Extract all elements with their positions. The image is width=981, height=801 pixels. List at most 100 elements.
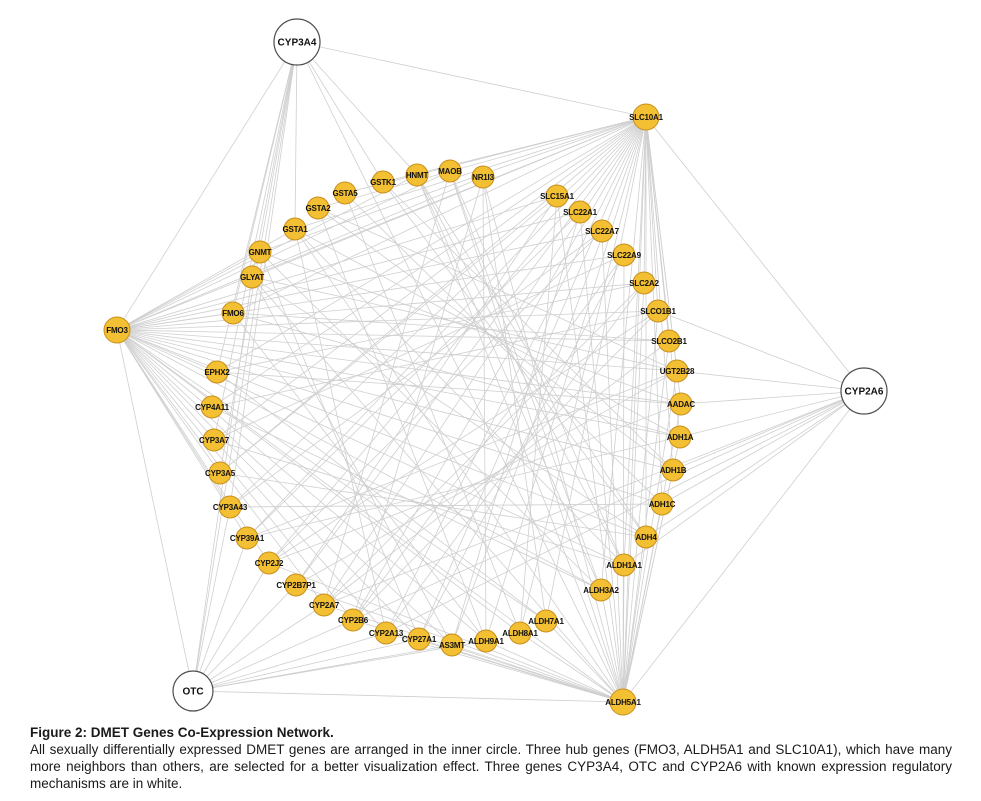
edge-OTC-CYP2B6 (192, 619, 354, 692)
gene-circle (545, 184, 569, 208)
gene-circle (632, 271, 656, 295)
node-ADH1A: ADH1A (667, 425, 694, 449)
node-CYP2J2: CYP2J2 (255, 551, 284, 575)
edge-ADH1B-GSTA2 (317, 207, 674, 471)
edge-FMO3-ADH1A (116, 329, 681, 438)
node-CYP2A6: CYP2A6 (840, 367, 888, 415)
node-AS3MT: AS3MT (439, 633, 466, 657)
figure-caption-body: All sexually differentially expressed DM… (30, 742, 952, 791)
gene-circle (248, 240, 272, 264)
edge-ALDH9A1-GSTA2 (317, 207, 487, 642)
edge-OTC-ALDH5A1 (192, 690, 624, 703)
gene-label: ALDH1A1 (606, 561, 642, 570)
gene-label: ADH1B (660, 466, 687, 475)
edge-SLC10A1-CYP2J2 (268, 116, 647, 564)
edge-SLC10A1-GSTA1 (294, 116, 647, 230)
gene-label: EPHX2 (204, 368, 230, 377)
node-ALDH5A1: ALDH5A1 (605, 688, 642, 716)
edge-SLC22A9-CYP2B6 (352, 254, 625, 621)
edge-ALDH5A1-SLCO1B1 (622, 310, 659, 703)
edge-ADH1C-GSTA5 (344, 192, 663, 505)
edge-SLC10A1-CYP3A43 (229, 116, 647, 508)
edge-CYP3A4-HNMT (296, 41, 418, 176)
node-CYP3A4: CYP3A4 (273, 18, 321, 66)
edge-FMO3-SLCO1B1 (116, 310, 659, 331)
node-ALDH1A1: ALDH1A1 (606, 553, 643, 577)
edge-ALDH5A1-CYP2B6 (352, 619, 624, 703)
gene-label: HNMT (406, 171, 429, 180)
gene-label: CYP2A7 (309, 601, 340, 610)
gene-circle (407, 627, 431, 651)
gene-label: ADH1A (667, 433, 694, 442)
node-ADH1B: ADH1B (660, 458, 687, 482)
edge-SLC22A7-CYP3A43 (229, 230, 603, 508)
edge-CYP2A6-SLCO1B1 (657, 310, 865, 392)
edge-FMO3-CYP2A13 (116, 329, 387, 634)
node-GNMT: GNMT (248, 240, 272, 264)
edge-FMO3-CYP3A5 (116, 329, 221, 474)
edge-CYP2A13-SLC2A2 (385, 282, 645, 634)
gene-label: SLC22A7 (585, 227, 619, 236)
gene-circle (669, 392, 693, 416)
edge-ALDH5A1-ADH4 (622, 536, 647, 703)
edge-CYP2A6-CYP2B6 (352, 390, 865, 621)
edge-ALDH5A1-ALDH3A2 (600, 589, 624, 703)
gene-label: AS3MT (439, 641, 465, 650)
gene-label: SLCO2B1 (651, 337, 687, 346)
edge-AADAC-GNMT (259, 251, 682, 405)
node-ALDH3A2: ALDH3A2 (583, 578, 620, 602)
gene-circle (508, 621, 532, 645)
node-HNMT: HNMT (405, 163, 429, 187)
edge-SLC10A1-UGT2B28 (645, 116, 678, 372)
gene-label: ALDH9A1 (468, 637, 504, 646)
edge-GSTA2-UGT2B28 (317, 207, 678, 372)
edge-FMO3-SLC10A1 (116, 116, 647, 331)
edge-ADH4-GLYAT (251, 276, 647, 538)
gene-label: CYP4A11 (195, 403, 229, 412)
node-GSTA2: GSTA2 (305, 196, 331, 220)
edge-SLC10A1-ADH1B (645, 116, 674, 471)
gene-label: GSTK1 (370, 178, 396, 187)
edge-CYP3A5-ADH4 (219, 472, 647, 538)
edge-ADH1A-FMO6 (232, 312, 681, 438)
gene-label: ADH4 (636, 533, 658, 542)
node-MAOB: MAOB (438, 159, 462, 183)
gene-label: SLC22A1 (563, 208, 597, 217)
edge-OTC-CYP2B7P1 (192, 584, 297, 692)
edge-UGT2B28-GLYAT (251, 276, 678, 372)
edge-CYP3A4-FMO3 (116, 41, 298, 331)
white-gene-circle (840, 367, 888, 415)
node-AADAC: AADAC (667, 392, 696, 416)
gene-circle (200, 395, 224, 419)
gene-circle (208, 461, 232, 485)
edge-SLC10A1-AS3MT (451, 116, 647, 646)
node-CYP39A1: CYP39A1 (230, 526, 265, 550)
edge-ALDH5A1-ALDH7A1 (545, 620, 624, 703)
edge-FMO3-ALDH3A2 (116, 329, 602, 591)
edge-SLC10A1-CYP39A1 (246, 116, 647, 539)
edge-EPHX2-ALDH7A1 (216, 371, 547, 622)
edge-SLC10A1-CYP3A7 (213, 116, 647, 441)
edge-SLCO1B1-CYP4A11 (211, 310, 659, 408)
edge-ALDH5A1-ALDH8A1 (519, 632, 624, 703)
edge-FMO3-NR1I3 (116, 176, 484, 331)
gene-label: AADAC (667, 400, 695, 409)
edge-SLC10A1-SLCO1B1 (645, 116, 659, 312)
gene-label: GSTA2 (305, 204, 331, 213)
edge-SLC10A1-SLC2A2 (643, 116, 647, 284)
node-CYP2A13: CYP2A13 (369, 621, 404, 645)
figure-caption-title: Figure 2: DMET Genes Co-Expression Netwo… (30, 725, 334, 740)
edge-ALDH3A2-MAOB (449, 170, 602, 591)
network-graph: CYP3A4 CYP2A6 OTC FMO3 SLC10A1 ALDH5A1 GSTK1 HN… (103, 18, 888, 716)
node-SLC2A2: SLC2A2 (629, 271, 660, 295)
edge-FMO3-ALDH5A1 (116, 329, 624, 703)
edge-OTC-CYP27A1 (192, 638, 420, 692)
gene-circle (371, 170, 395, 194)
gene-circle (341, 608, 365, 632)
edge-NR1I3-CYP2B6 (352, 176, 484, 621)
gene-circle (438, 159, 462, 183)
gene-circle (646, 299, 670, 323)
gene-circle (632, 103, 660, 131)
edge-CYP2A6-ADH4 (645, 390, 865, 538)
edge-CYP2A6-ADH1B (672, 390, 865, 471)
